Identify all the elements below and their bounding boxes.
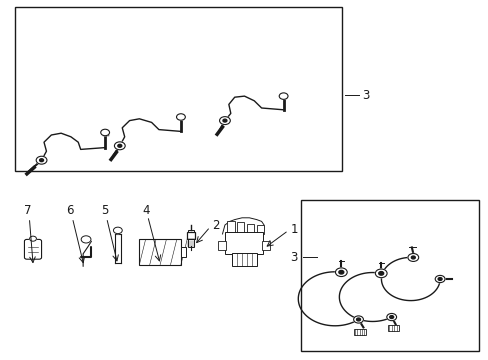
Bar [261, 241, 270, 250]
Text: 6: 6 [66, 204, 74, 217]
Text: 3: 3 [361, 89, 368, 102]
Circle shape [378, 271, 383, 275]
Bar [227, 221, 234, 234]
Text: 3: 3 [289, 251, 297, 264]
Circle shape [335, 268, 346, 276]
Circle shape [356, 318, 360, 321]
Circle shape [386, 314, 396, 321]
Bar [217, 241, 226, 250]
Circle shape [389, 316, 393, 319]
Circle shape [338, 270, 343, 274]
Circle shape [113, 227, 122, 234]
Circle shape [40, 159, 43, 162]
Bar [300, 200, 478, 351]
Circle shape [118, 144, 122, 147]
Circle shape [219, 117, 230, 125]
Text: 2: 2 [211, 219, 219, 232]
Circle shape [223, 119, 226, 122]
Circle shape [36, 156, 47, 164]
Circle shape [176, 114, 185, 120]
Circle shape [353, 316, 363, 323]
FancyBboxPatch shape [24, 239, 41, 259]
Circle shape [81, 236, 91, 243]
Circle shape [434, 275, 444, 283]
Circle shape [114, 142, 125, 150]
Bar [181, 247, 185, 257]
Circle shape [375, 269, 386, 278]
Circle shape [279, 93, 287, 99]
Circle shape [437, 278, 441, 280]
Bar [237, 222, 244, 234]
Circle shape [30, 236, 37, 241]
Bar [256, 225, 264, 234]
Circle shape [410, 256, 414, 259]
Bar [15, 7, 342, 171]
Bar [224, 232, 262, 254]
Circle shape [407, 253, 418, 261]
Text: 1: 1 [290, 223, 298, 236]
Bar [353, 329, 365, 335]
Circle shape [101, 129, 109, 136]
Bar [246, 224, 254, 234]
Bar [187, 232, 195, 239]
Text: 7: 7 [24, 204, 32, 217]
Bar [232, 253, 256, 266]
Text: 4: 4 [142, 204, 149, 217]
Bar [387, 325, 398, 331]
Bar [139, 239, 181, 265]
Text: 5: 5 [101, 204, 109, 217]
Bar [188, 230, 194, 247]
